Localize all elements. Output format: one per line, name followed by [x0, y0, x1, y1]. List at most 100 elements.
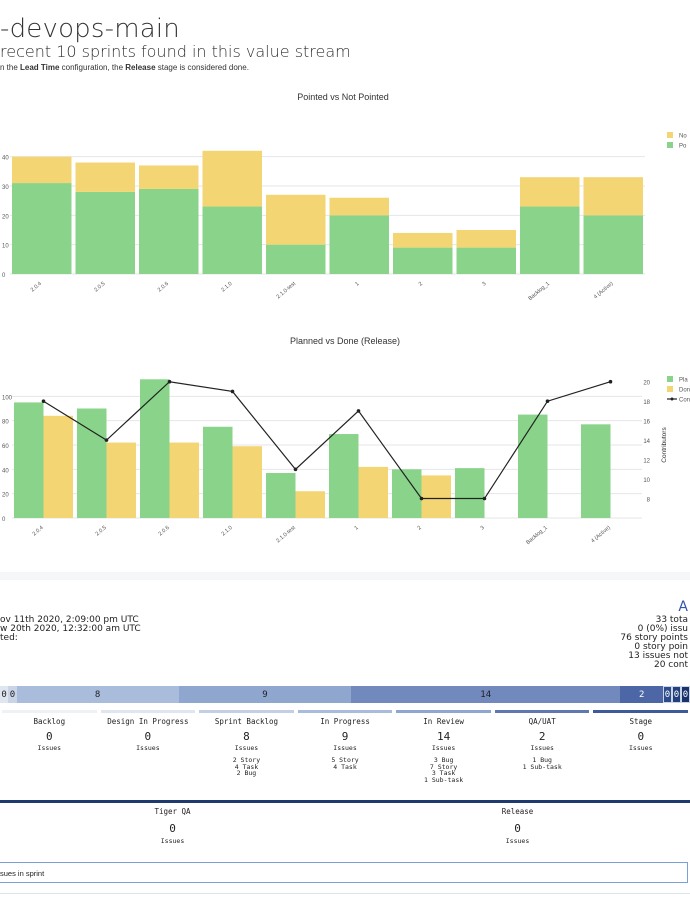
stage-count: 0	[637, 730, 645, 743]
stage-color-bar	[297, 710, 393, 713]
stage-color-bar	[494, 710, 590, 713]
bar-planned	[203, 426, 233, 518]
note-suffix: stage is considered done.	[155, 63, 249, 72]
bar-done	[106, 442, 136, 518]
stage-breakdown-item: 3 Bug	[433, 756, 454, 764]
sprint-stats-heading[interactable]: A	[678, 599, 688, 615]
contributors-point	[167, 379, 172, 384]
contributors-point	[482, 496, 487, 501]
bar-pointed	[75, 191, 135, 274]
bar-planned	[329, 434, 359, 518]
note-lead-time: Lead Time	[20, 63, 60, 72]
bar-done	[43, 415, 73, 518]
stage-column[interactable]: In Review 14 Issues 3 Bug 7 Story 3 Task 1 Sub…	[394, 710, 493, 783]
page-subtitle: recent 10 sprints found in this value st…	[0, 42, 351, 61]
bar-done	[358, 466, 388, 518]
stage-count: 8	[243, 730, 250, 743]
stage-breakdown-item: 1 Sub-task	[424, 775, 464, 784]
stage-name: Backlog	[33, 717, 66, 726]
stage-breakdown-item: 7 Story	[429, 762, 458, 771]
progress-segment: 0	[680, 686, 690, 703]
stage-column[interactable]: Stage 0 Issues	[591, 710, 690, 783]
stage-breakdown-item: 1 Bug	[532, 756, 552, 764]
stage-breakdown-item: 2 Bug	[236, 769, 257, 777]
progress-segment: 0	[0, 686, 9, 703]
stage-count: 0	[514, 822, 521, 835]
contributors-point	[419, 496, 424, 501]
bar-pointed	[583, 215, 643, 274]
contributors-point	[356, 409, 361, 413]
stage-count-label: Issues	[333, 744, 357, 752]
legend-label: Pla	[679, 378, 688, 384]
stage-progress-bar: 0 0 8 9 14 2 0 0 0	[0, 686, 690, 703]
legend-swatch	[667, 386, 673, 392]
stage-column[interactable]: In Progress 9 Issues 5 Story 4 Task	[296, 710, 395, 783]
stage-color-bar	[100, 710, 196, 713]
y-tick-label: 80	[2, 420, 9, 426]
bar-planned	[266, 472, 296, 518]
stage-columns: Backlog 0 Issues Design In Progress 0 Issues S…	[0, 710, 690, 783]
y2-tick-label: 20	[643, 381, 650, 387]
progress-segment: 0	[663, 686, 672, 703]
bar-not-pointed	[393, 232, 453, 248]
bar-planned	[518, 414, 548, 518]
stage-breakdown-item: 1 Sub-task	[522, 762, 562, 771]
y-tick-label: 0	[2, 517, 6, 523]
planned-chart-panel: Planned vs Done (Release) 0 20 40 60 80 100 8 10…	[0, 330, 690, 570]
stage-count-label: Issues	[37, 744, 62, 752]
y-tick-label: 0	[2, 273, 6, 279]
legend-swatch	[667, 376, 673, 382]
x-tick-label: 2.0.4	[30, 281, 43, 293]
bar-done	[169, 442, 199, 518]
stage-count: 9	[341, 730, 349, 743]
stat-story-points: 76 story points	[620, 633, 688, 643]
stage-color-bar	[2, 710, 97, 713]
bar-not-pointed	[329, 197, 389, 216]
legend-label: Po	[679, 144, 687, 150]
y-tick-label: 10	[2, 244, 9, 250]
stage-name: Design In Progress	[107, 717, 189, 726]
y-tick-label: 20	[2, 493, 9, 499]
bar-pointed	[329, 215, 389, 274]
stage-column[interactable]: Backlog 0 Issues	[0, 710, 99, 783]
issues-in-sprint-panel[interactable]: sues in sprint	[0, 862, 688, 883]
stage-name: In Progress	[320, 717, 370, 726]
x-tick-label: 2.0.6	[157, 281, 170, 293]
stage-color-bar	[396, 710, 491, 713]
bar-pointed	[393, 247, 453, 274]
x-tick-label: 2.1.0	[220, 281, 233, 293]
stage-breakdown: 2 Story 4 Task 2 Bug	[197, 757, 296, 777]
stage-breakdown: 1 Bug 1 Sub-task	[493, 757, 592, 770]
x-tick-label: 2.0.5	[95, 525, 108, 537]
stage-color-bar	[0, 800, 345, 803]
stage-color-bar	[593, 710, 689, 713]
stat-total: 33 tota	[655, 615, 688, 625]
bar-done	[421, 475, 451, 518]
stage-column[interactable]: Design In Progress 0 Issues	[99, 710, 198, 783]
stage-count-label: Issues	[629, 744, 653, 752]
contributors-point	[104, 438, 109, 442]
contributors-point	[545, 399, 550, 403]
stage-count-label: Issues	[234, 744, 259, 752]
legend-marker	[670, 397, 674, 401]
stage-breakdown-item: 3 Task	[431, 769, 456, 777]
done-stage-column[interactable]: Release 0 Issues	[345, 800, 690, 845]
x-tick-label: 4 (Active)	[593, 281, 615, 301]
stat-issues-not: 13 issues not	[628, 651, 688, 661]
stage-column[interactable]: Sprint Backlog 8 Issues 2 Story 4 Task 2 Bug	[197, 710, 296, 783]
stat-contributors: 20 cont	[653, 660, 688, 670]
stage-name: Sprint Backlog	[214, 717, 279, 726]
x-tick-label: 2	[418, 281, 424, 288]
page-title: -devops-main	[0, 14, 180, 44]
x-tick-label: Backlog_1	[525, 525, 549, 546]
y2-tick-label: 12	[643, 459, 650, 465]
x-tick-label: 4 (Active)	[590, 525, 612, 545]
y2-tick-label: 8	[647, 498, 651, 504]
bar-pointed	[456, 247, 516, 274]
legend-label: Don	[679, 388, 690, 394]
sprint-stats: A 33 tota 0 (0%) issu 76 story points 0 …	[620, 600, 688, 670]
y-tick-label: 40	[2, 156, 9, 162]
done-stage-column[interactable]: Tiger QA 0 Issues	[0, 800, 345, 845]
y-tick-label: 100	[2, 395, 13, 401]
stage-column[interactable]: QA/UAT 2 Issues 1 Bug 1 Sub-task	[493, 710, 592, 783]
